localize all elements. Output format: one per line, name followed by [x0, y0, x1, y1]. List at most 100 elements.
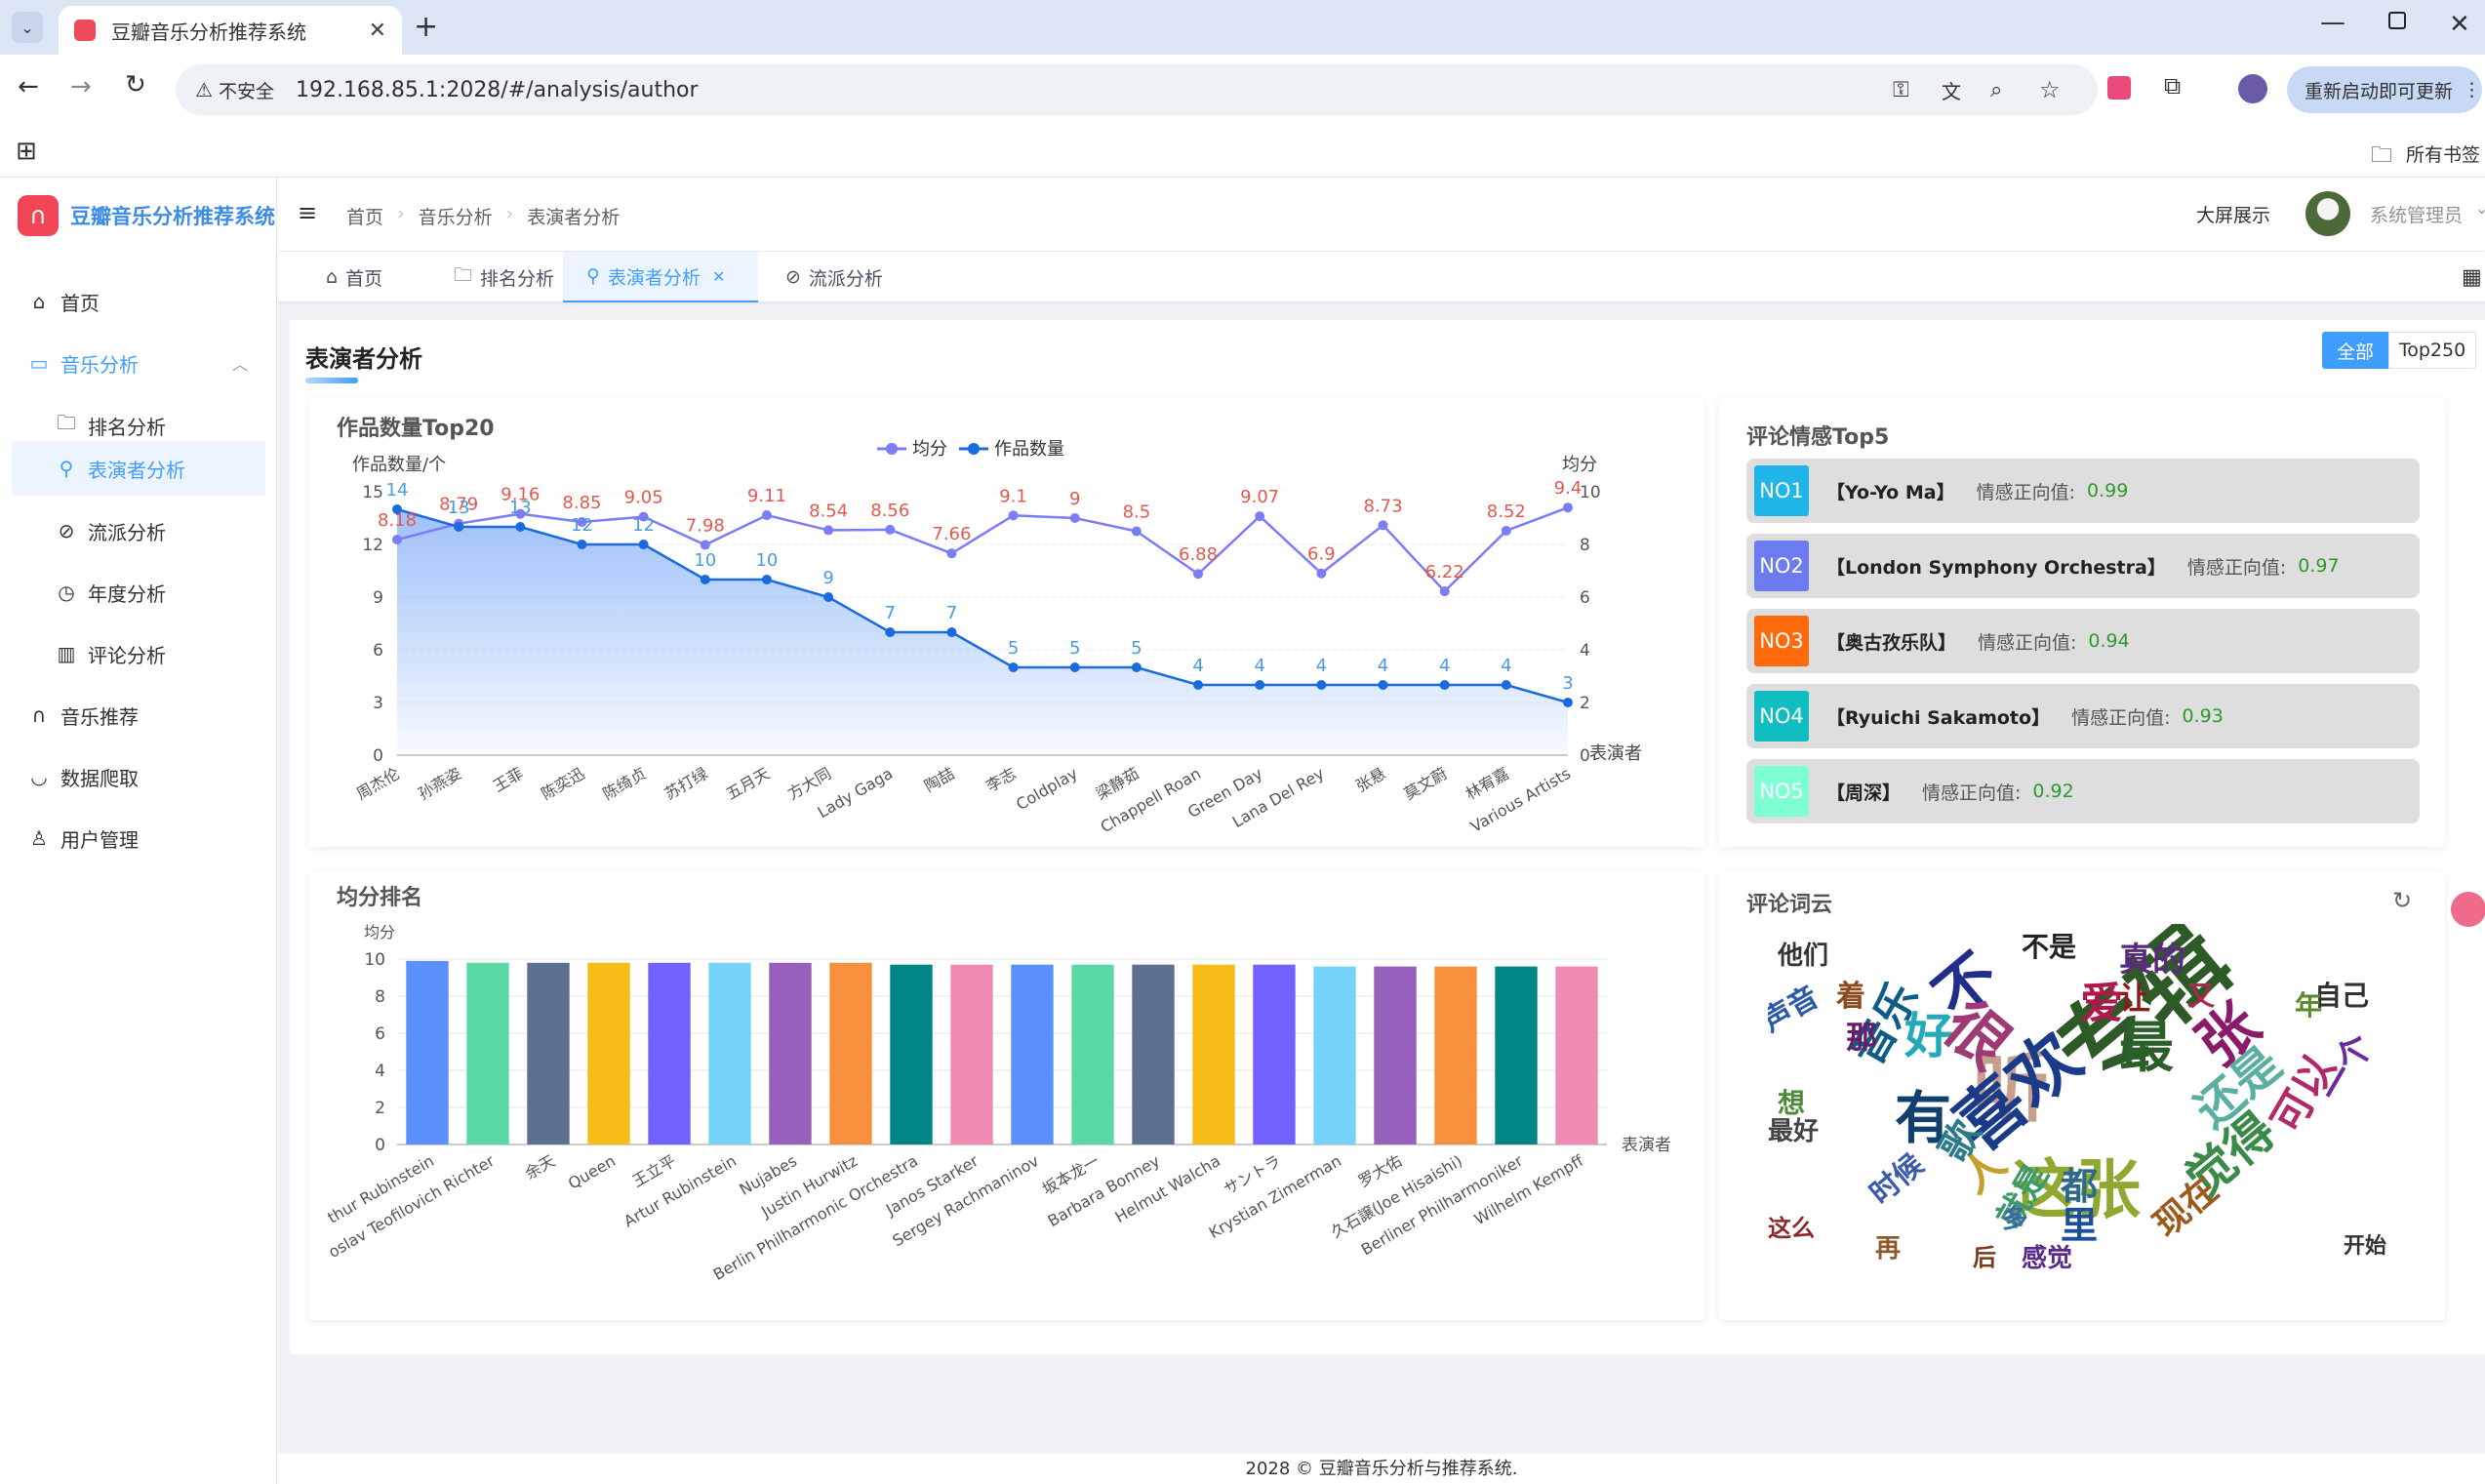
- avatar[interactable]: [2305, 191, 2350, 236]
- sidebar-label: 表演者分析: [88, 458, 185, 482]
- x-tick-label: 张悬: [1352, 764, 1388, 795]
- sidebar-item-users[interactable]: ♙ 用户管理: [0, 809, 277, 867]
- y-tick-right: 8: [1580, 536, 1590, 555]
- key-icon[interactable]: ⚿: [1893, 77, 1909, 102]
- word-cloud-word: 年: [2295, 989, 2323, 1022]
- sidebar-item-comment[interactable]: ▥ 评论分析: [0, 624, 277, 683]
- close-tag-icon[interactable]: ✕: [711, 266, 726, 286]
- chevron-down-icon[interactable]: ⌄: [2475, 199, 2485, 218]
- url-field[interactable]: ⚠ 不安全 192.168.85.1:2028/#/analysis/autho…: [176, 64, 2098, 115]
- footer: 2028 © 豆瓣音乐分析与推荐系统.: [278, 1454, 2485, 1484]
- count-point: [946, 627, 957, 637]
- sidebar-label: 评论分析: [88, 643, 166, 667]
- close-tab-icon[interactable]: ✕: [368, 18, 386, 43]
- sidebar-item-home[interactable]: ⌂ 首页: [0, 272, 277, 331]
- count-data-label: 13: [448, 498, 470, 518]
- forward-icon[interactable]: →: [70, 72, 92, 101]
- breadcrumb-home[interactable]: 首页: [346, 207, 384, 228]
- avg-data-label: 6.88: [1179, 544, 1218, 565]
- word-cloud-word: 那: [1846, 1019, 1878, 1056]
- avg-point: [1008, 510, 1019, 521]
- new-tab-button[interactable]: +: [414, 10, 439, 44]
- breadcrumb-analysis[interactable]: 音乐分析: [418, 207, 493, 228]
- sidebar-item-genre[interactable]: ⊘ 流派分析: [0, 501, 277, 560]
- tab-list-button[interactable]: ⌄: [12, 12, 43, 43]
- legend-marker: [968, 443, 980, 455]
- tag-performer[interactable]: ⚲ 表演者分析 ✕: [563, 252, 758, 302]
- hamburger-icon[interactable]: ≡: [298, 199, 318, 226]
- count-data-label: 4: [1378, 656, 1388, 676]
- sidebar-item-performer[interactable]: ⚲ 表演者分析: [12, 441, 265, 496]
- reload-icon[interactable]: ↻: [125, 70, 146, 100]
- y-tick-right: 6: [1580, 588, 1590, 608]
- avg-data-label: 8.56: [870, 501, 909, 521]
- chart-title: 均分排名: [337, 885, 422, 910]
- update-button[interactable]: 重新启动即可更新 ⋮: [2287, 66, 2482, 113]
- sidebar-item-music-analysis[interactable]: ▭ 音乐分析 ︿: [0, 334, 277, 392]
- sentiment-value: 0.93: [2182, 705, 2224, 727]
- count-data-label: 9: [822, 568, 833, 588]
- zoom-icon[interactable]: ⌕: [1990, 77, 2003, 102]
- wordcloud-title: 评论词云: [1746, 893, 1833, 917]
- sidebar-item-ranking[interactable]: 🗀 排名分析: [0, 396, 277, 455]
- word-cloud-word: 他们: [1778, 942, 1829, 971]
- x-tick-label: 陈奕迅: [538, 764, 587, 803]
- word-cloud-word: 着: [1836, 980, 1865, 1014]
- sidebar-label: 流派分析: [88, 520, 166, 544]
- filter-top250-button[interactable]: Top250: [2388, 332, 2476, 369]
- profile-avatar[interactable]: [2238, 74, 2267, 103]
- star-icon[interactable]: ☆: [2039, 76, 2061, 103]
- minimize-button[interactable]: —: [2320, 8, 2345, 37]
- sidebar-item-year[interactable]: ◷ 年度分析: [0, 563, 277, 622]
- filter-all-button[interactable]: 全部: [2322, 332, 2388, 369]
- extension-translate-icon[interactable]: [2107, 76, 2131, 100]
- bowl-icon: ◡: [30, 765, 48, 788]
- x-tick-label: 莫文蔚: [1401, 764, 1451, 803]
- count-point: [1255, 680, 1265, 690]
- sidebar-item-recommend[interactable]: ∩ 音乐推荐: [0, 686, 277, 744]
- clock-icon: ◷: [58, 581, 75, 604]
- tag-ranking[interactable]: 🗀 排名分析: [430, 252, 578, 302]
- word-cloud-word: 一个: [2311, 1027, 2382, 1108]
- translate-icon[interactable]: 文: [1942, 79, 1961, 103]
- bar: [1495, 966, 1538, 1144]
- all-bookmarks[interactable]: 所有书签: [2406, 144, 2481, 166]
- floating-translate-icon[interactable]: [2451, 892, 2485, 927]
- browser-tab-active[interactable]: 豆瓣音乐分析推荐系统 ✕: [59, 6, 402, 55]
- sidebar-label: 数据爬取: [60, 766, 139, 790]
- tag-label: 流派分析: [808, 267, 883, 290]
- bookmarks-bar: ⊞ 🗀 所有书签: [0, 129, 2485, 178]
- extensions-icon[interactable]: ⧉: [2164, 72, 2182, 100]
- grid-menu-icon[interactable]: ▦: [2462, 265, 2482, 290]
- breadcrumb-separator-icon: ›: [397, 203, 405, 224]
- performer-name: 【Yo-Yo Ma】: [1826, 481, 1955, 503]
- refresh-icon[interactable]: ↻: [2392, 887, 2413, 914]
- folder-icon: 🗀: [57, 411, 76, 434]
- username[interactable]: 系统管理员: [2370, 205, 2464, 226]
- count-data-label: 10: [755, 550, 778, 571]
- word-cloud-word: 又: [2187, 980, 2216, 1012]
- count-point: [392, 504, 402, 514]
- avg-point: [946, 548, 957, 559]
- bigscreen-link[interactable]: 大屏展示: [2196, 205, 2271, 226]
- sentiment-row: NO3 【奥古孜乐队】 情感正向值: 0.94: [1746, 609, 2420, 673]
- breadcrumb-separator-icon: ›: [505, 203, 514, 224]
- user-icon: ♙: [30, 826, 48, 850]
- sentiment-value: 0.92: [2032, 781, 2074, 802]
- book-icon: ▥: [57, 642, 76, 665]
- bar: [1253, 964, 1296, 1144]
- app-logo[interactable]: ∩ 豆瓣音乐分析推荐系统: [18, 195, 275, 236]
- count-data-label: 5: [1131, 638, 1142, 659]
- x-tick-label: 陈绮贞: [600, 764, 650, 803]
- close-window-button[interactable]: ✕: [2449, 10, 2470, 39]
- wordcloud-area: 专辑听喜欢 这张有好不很最张还是爱真的 觉得 音乐人都里就是 他们 不是让可以歌一个 现在时…: [1768, 924, 2392, 1295]
- sentiment-label: 情感正向值:: [2186, 556, 2287, 579]
- sidebar-label: 音乐分析: [60, 352, 139, 377]
- tag-home[interactable]: ⌂ 首页: [302, 252, 406, 302]
- avg-data-label: 9.05: [624, 488, 663, 508]
- apps-grid-icon[interactable]: ⊞: [16, 137, 37, 166]
- tag-genre[interactable]: ⊘ 流派分析: [762, 252, 906, 302]
- sidebar-item-crawl[interactable]: ◡ 数据爬取: [0, 747, 277, 806]
- back-icon[interactable]: ←: [18, 72, 39, 101]
- restore-button[interactable]: [2388, 12, 2406, 29]
